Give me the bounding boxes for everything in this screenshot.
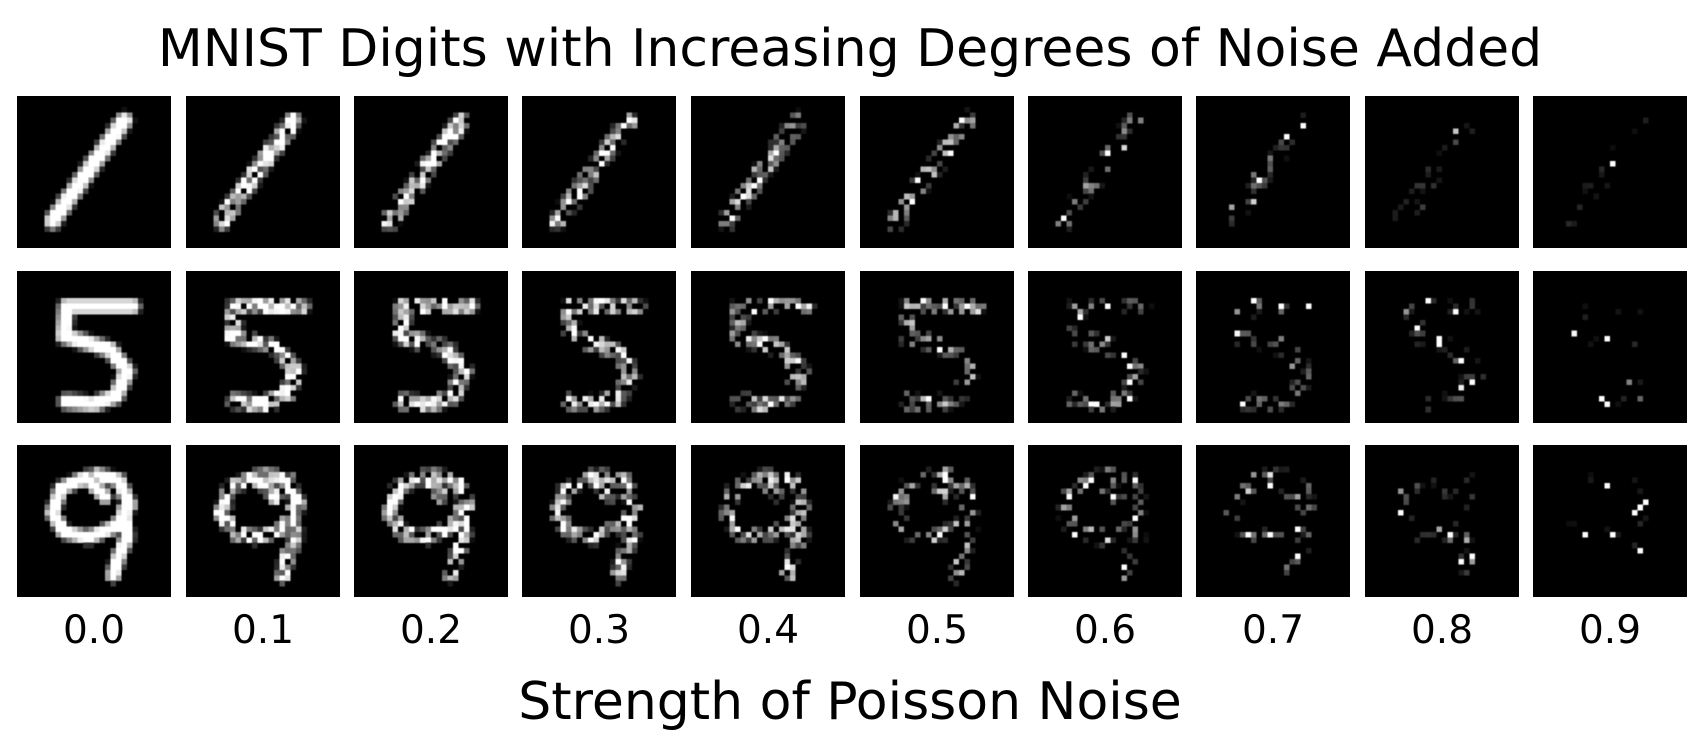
digit-9-noise-0.1-image: [186, 445, 340, 597]
digit-1-noise-0.6-image: [1028, 96, 1182, 248]
digit-5-noise-0.6-image: [1028, 271, 1182, 423]
digit-1-noise-0.8-image: [1365, 96, 1519, 248]
noise-level-label: 0.9: [1533, 608, 1687, 654]
digit-5-noise-0.8-image: [1365, 271, 1519, 423]
digit-1-noise-0.5-image: [860, 96, 1014, 248]
digit-9-noise-0.3-image: [522, 445, 676, 597]
digit-9-noise-0.0-image: [17, 445, 171, 597]
digit-9-noise-0.5-image: [860, 445, 1014, 597]
digit-9-noise-0.6-image: [1028, 445, 1182, 597]
digit-5-noise-0.3-image: [522, 271, 676, 423]
digit-9-noise-0.7-image: [1196, 445, 1350, 597]
digit-9-noise-0.4-image: [691, 445, 845, 597]
digit-9-noise-0.9-image: [1533, 445, 1687, 597]
noise-level-label: 0.6: [1028, 608, 1182, 654]
noise-level-label: 0.0: [17, 608, 171, 654]
noise-level-label: 0.2: [354, 608, 508, 654]
digit-1-noise-0.9-image: [1533, 96, 1687, 248]
noise-level-label: 0.4: [691, 608, 845, 654]
digit-9-noise-0.8-image: [1365, 445, 1519, 597]
digit-9-noise-0.2-image: [354, 445, 508, 597]
digit-1-noise-0.1-image: [186, 96, 340, 248]
noise-level-label: 0.5: [860, 608, 1014, 654]
digit-1-noise-0.0-image: [17, 96, 171, 248]
digit-5-noise-0.0-image: [17, 271, 171, 423]
digit-5-noise-0.1-image: [186, 271, 340, 423]
digit-5-noise-0.5-image: [860, 271, 1014, 423]
digit-5-noise-0.2-image: [354, 271, 508, 423]
noise-level-label: 0.7: [1196, 608, 1350, 654]
digit-1-noise-0.4-image: [691, 96, 845, 248]
digit-5-noise-0.7-image: [1196, 271, 1350, 423]
digit-5-noise-0.4-image: [691, 271, 845, 423]
digit-5-noise-0.9-image: [1533, 271, 1687, 423]
digit-1-noise-0.3-image: [522, 96, 676, 248]
digit-1-noise-0.7-image: [1196, 96, 1350, 248]
noise-level-label: 0.3: [522, 608, 676, 654]
x-axis-label: Strength of Poisson Noise: [0, 670, 1700, 734]
noise-level-label: 0.8: [1365, 608, 1519, 654]
noise-level-label: 0.1: [186, 608, 340, 654]
digit-1-noise-0.2-image: [354, 96, 508, 248]
